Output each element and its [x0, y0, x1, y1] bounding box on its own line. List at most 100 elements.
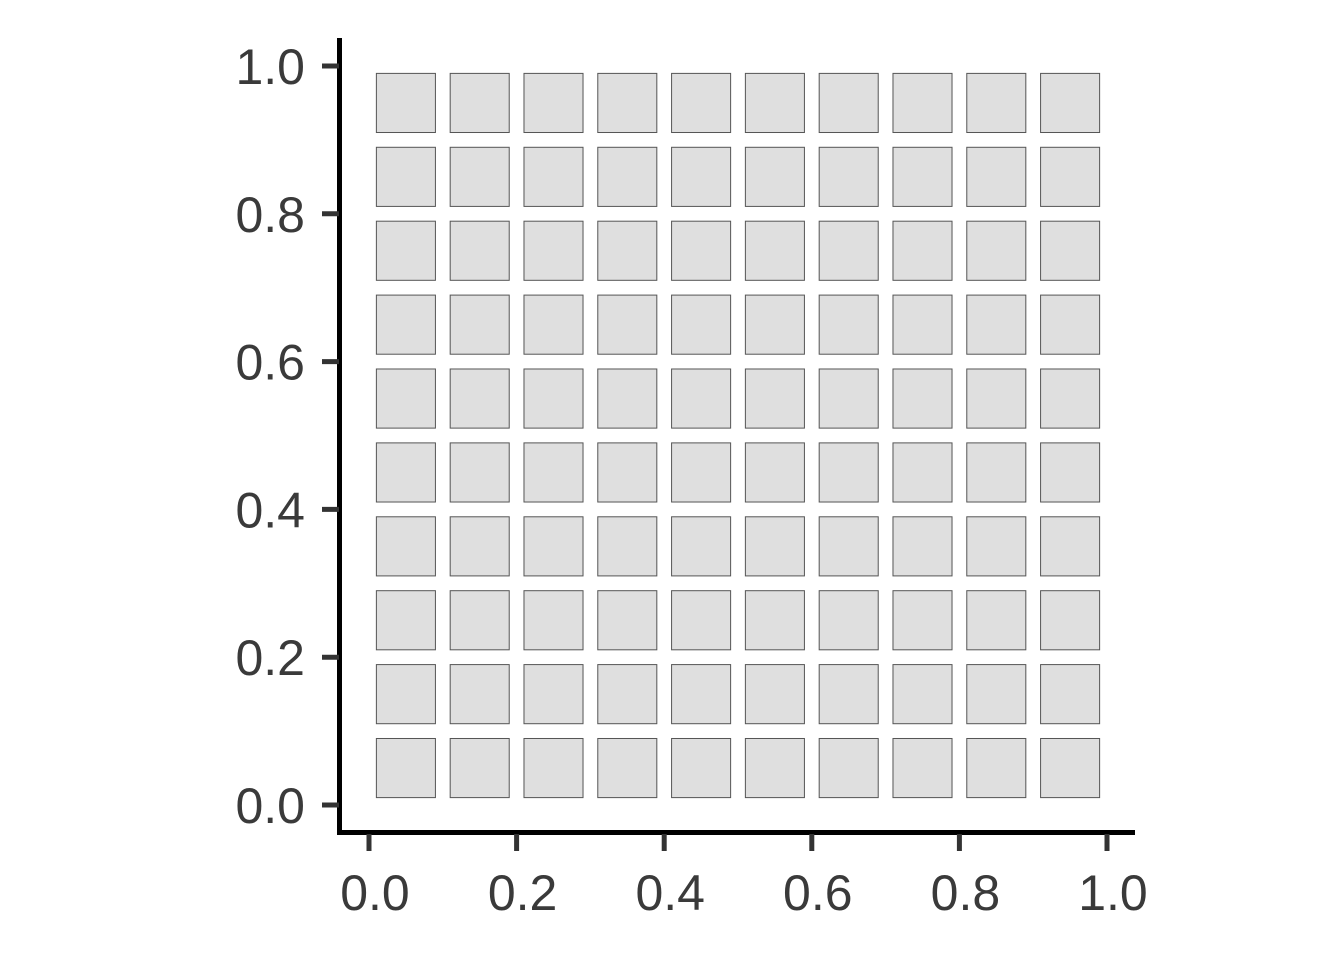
tile — [1040, 664, 1101, 725]
x-tick-label: 1.0 — [1078, 865, 1148, 921]
tile — [744, 590, 805, 651]
tile — [523, 220, 584, 281]
tile — [523, 146, 584, 207]
tile — [671, 590, 732, 651]
tile — [523, 516, 584, 577]
y-tick-label: 1.0 — [235, 39, 305, 95]
tile — [671, 72, 732, 134]
tile — [892, 737, 953, 799]
tile — [818, 664, 879, 725]
tile — [744, 220, 805, 281]
tile — [966, 516, 1027, 577]
tile — [966, 590, 1027, 651]
y-tick-label: 0.6 — [235, 335, 305, 391]
tile — [892, 516, 953, 577]
tile — [966, 72, 1027, 134]
tile — [818, 737, 879, 799]
tile — [449, 146, 510, 207]
tile — [818, 294, 879, 355]
tile — [597, 516, 658, 577]
tiles-layer — [375, 72, 1101, 799]
tile — [671, 220, 732, 281]
tile — [744, 72, 805, 134]
tile — [1040, 72, 1101, 134]
tile — [1040, 590, 1101, 651]
tile — [523, 294, 584, 355]
tile — [966, 368, 1027, 429]
tile — [744, 368, 805, 429]
tile — [375, 442, 436, 503]
tile — [523, 737, 584, 799]
tile — [818, 516, 879, 577]
tile — [375, 72, 436, 134]
tile — [818, 220, 879, 281]
tile — [744, 737, 805, 799]
tile — [818, 368, 879, 429]
tile — [671, 294, 732, 355]
x-ticks: 0.0 0.2 0.4 0.6 0.8 1.0 — [340, 834, 1148, 921]
tile — [449, 72, 510, 134]
tile — [744, 146, 805, 207]
tile — [597, 146, 658, 207]
tile — [449, 294, 510, 355]
tile — [671, 146, 732, 207]
tile — [597, 72, 658, 134]
tile — [892, 220, 953, 281]
x-tick-label: 0.4 — [635, 865, 705, 921]
tile — [1040, 737, 1101, 799]
tile — [375, 368, 436, 429]
tile — [1040, 220, 1101, 281]
tile — [892, 294, 953, 355]
tile — [449, 220, 510, 281]
tile — [375, 220, 436, 281]
tile — [375, 294, 436, 355]
tile — [966, 294, 1027, 355]
tile — [375, 146, 436, 207]
tile — [892, 146, 953, 207]
tile — [597, 368, 658, 429]
x-tick-label: 0.2 — [488, 865, 558, 921]
tile — [744, 516, 805, 577]
tile — [523, 368, 584, 429]
tile — [375, 516, 436, 577]
tile — [523, 664, 584, 725]
tile — [671, 664, 732, 725]
tile — [744, 294, 805, 355]
tile — [375, 737, 436, 799]
tile — [744, 442, 805, 503]
x-tick-label: 0.8 — [931, 865, 1001, 921]
tile — [892, 368, 953, 429]
tile — [449, 368, 510, 429]
tile — [597, 442, 658, 503]
tile — [449, 442, 510, 503]
tile — [375, 590, 436, 651]
tile — [1040, 294, 1101, 355]
tile — [671, 368, 732, 429]
tile — [818, 442, 879, 503]
tile — [597, 737, 658, 799]
tile — [818, 72, 879, 134]
tile — [597, 590, 658, 651]
tile — [671, 737, 732, 799]
tile — [449, 516, 510, 577]
tile — [597, 664, 658, 725]
tile — [892, 442, 953, 503]
tile — [375, 664, 436, 725]
tile — [523, 72, 584, 134]
tile — [449, 664, 510, 725]
tile — [1040, 442, 1101, 503]
tile — [892, 72, 953, 134]
tile — [1040, 516, 1101, 577]
tile — [671, 516, 732, 577]
y-ticks: 0.0 0.2 0.4 0.6 0.8 1.0 — [235, 39, 339, 834]
tile — [744, 664, 805, 725]
tile — [671, 442, 732, 503]
tile — [1040, 368, 1101, 429]
tile — [449, 737, 510, 799]
x-tick-label: 0.6 — [783, 865, 853, 921]
tile — [892, 590, 953, 651]
y-tick-label: 0.8 — [235, 187, 305, 243]
tile — [966, 442, 1027, 503]
tile — [597, 220, 658, 281]
